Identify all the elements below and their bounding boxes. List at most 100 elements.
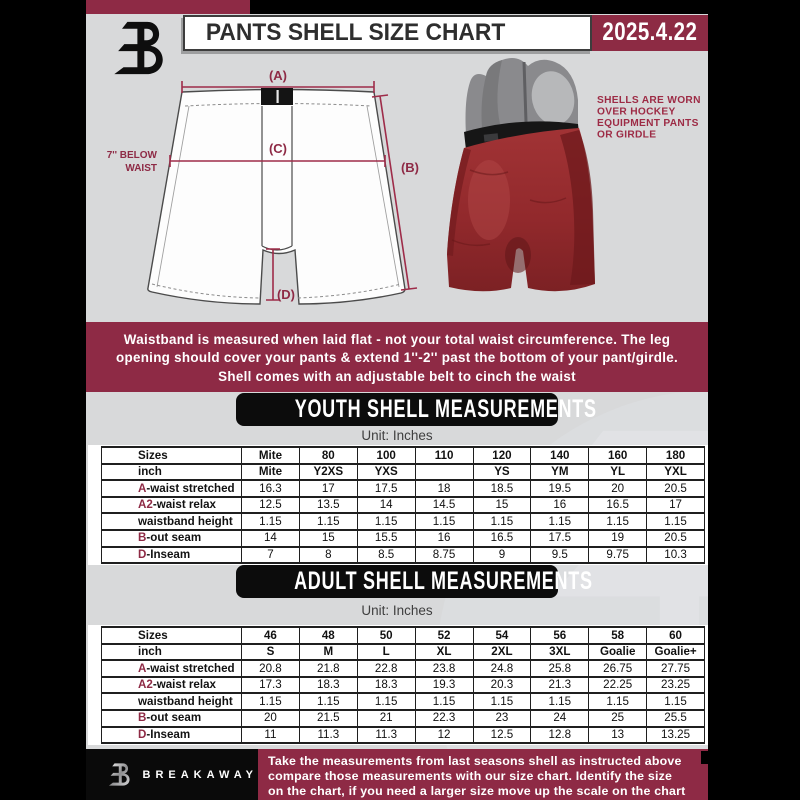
table-row: A2-waist relax 12.5 13.5 14 14.5 15 16 16.5 17 — [101, 495, 705, 515]
cell-value: 21 — [356, 708, 416, 728]
cell-value: 15.5 — [356, 528, 416, 548]
cell-value: YS — [472, 462, 532, 482]
cell-value: YL — [588, 462, 648, 482]
cell-value: YM — [530, 462, 590, 482]
cell-value: 17 — [298, 479, 358, 498]
cell-value: XL — [414, 642, 474, 662]
cell-value: 18.3 — [356, 675, 416, 695]
row-label: A2-waist relax — [101, 675, 242, 695]
cell-value: 1.15 — [356, 692, 416, 711]
cell-value: 10.3 — [646, 545, 705, 565]
shell-note-line3: EQUIPMENT PANTS — [597, 118, 699, 129]
footer-instructions: Take the measurements from last seasons … — [258, 749, 709, 800]
table-row: A-waist stretched 16.3 17 17.5 18 18.5 19.5 20 2… — [101, 479, 705, 498]
cell-value: 19.5 — [530, 479, 590, 498]
cell-value: 8.75 — [414, 545, 474, 565]
row-label: A-waist stretched — [101, 659, 242, 678]
cell-value: L — [356, 642, 416, 662]
size-chart-page: PANTS SHELL SIZE CHART 2025.4.22 (A) (C)… — [86, 14, 708, 749]
table-row: D-Inseam 7 8 8.5 8.75 9 9.5 9.75 10.3 — [101, 545, 705, 565]
measure-letter: A — [138, 661, 147, 675]
footer-corner-notch — [701, 751, 709, 764]
cell-value: 24 — [530, 708, 590, 728]
cell-value: 16.3 — [241, 479, 300, 498]
cell-value: 20.5 — [646, 479, 705, 498]
cell-value: 12.8 — [530, 725, 590, 745]
cell-value: 7 — [241, 545, 300, 565]
cell-value: 20.8 — [241, 659, 300, 678]
title-box: PANTS SHELL SIZE CHART — [183, 15, 592, 51]
cell-value: 9.5 — [530, 545, 590, 565]
cell-value: 11.3 — [298, 725, 358, 745]
cell-value: 17 — [646, 495, 705, 515]
breakaway-logo-icon — [114, 21, 163, 75]
cell-value: 3XL — [530, 642, 590, 662]
cell-value: 110 — [414, 446, 474, 465]
shell-photo-illustration — [447, 58, 595, 292]
row-label: waistband height — [101, 692, 242, 711]
cell-value: 22.25 — [588, 675, 648, 695]
row-label: B-out seam — [101, 528, 242, 548]
below-waist-note-line1: 7'' BELOW — [107, 150, 158, 161]
cell-value: 60 — [646, 626, 705, 645]
label-d: (D) — [277, 287, 295, 302]
cell-value: 140 — [530, 446, 590, 465]
revision-date: 2025.4.22 — [602, 18, 698, 46]
cell-value: 11 — [241, 725, 300, 745]
measure-letter: A — [138, 481, 147, 495]
cell-value: 80 — [298, 446, 358, 465]
cell-value: YXL — [646, 462, 705, 482]
row-label: A2-waist relax — [101, 495, 242, 515]
row-label: D-Inseam — [101, 725, 242, 745]
table-row: A2-waist relax 17.3 18.3 18.3 19.3 20.3 21.3 22… — [101, 675, 705, 695]
cell-value: 16.5 — [472, 528, 532, 548]
banner-line1: Waistband is measured when laid flat - n… — [123, 332, 671, 347]
below-waist-note-line2: WAIST — [125, 163, 157, 174]
row-label: Sizes — [101, 626, 242, 645]
shell-note-line1: SHELLS ARE WORN — [597, 95, 701, 106]
cell-value: 17.5 — [356, 479, 416, 498]
cell-value: 15 — [298, 528, 358, 548]
brand-name: BREAKAWAY — [142, 768, 258, 781]
table-row: A-waist stretched 20.8 21.8 22.8 23.8 24.8 25.… — [101, 659, 705, 678]
cell-value: 12.5 — [472, 725, 532, 745]
cell-value: 8 — [298, 545, 358, 565]
cell-value: 14 — [356, 495, 416, 515]
cell-value: 1.15 — [646, 692, 705, 711]
row-label: A-waist stretched — [101, 479, 242, 498]
cell-value: 100 — [356, 446, 416, 465]
cell-value — [414, 462, 474, 482]
row-label: Sizes — [101, 446, 242, 465]
row-label: waistband height — [101, 512, 242, 531]
cell-value: 1.15 — [588, 512, 648, 531]
cell-value: 20.3 — [472, 675, 532, 695]
cell-value: 25 — [588, 708, 648, 728]
measure-letter: B — [138, 531, 147, 545]
cell-value: 1.15 — [241, 512, 300, 531]
measure-letter: A2 — [138, 678, 153, 692]
cell-value: 17.5 — [530, 528, 590, 548]
cell-value: 8.5 — [356, 545, 416, 565]
cell-value: 21.3 — [530, 675, 590, 695]
cell-value: 1.15 — [298, 512, 358, 531]
measure-letter: D — [138, 728, 147, 742]
cell-value: 12.5 — [241, 495, 300, 515]
cell-value: 24.8 — [472, 659, 532, 678]
table-row: inch S M L XL 2XL 3XL Goalie Goalie+ — [101, 642, 705, 662]
row-label: inch — [101, 642, 242, 662]
cell-value: 25.8 — [530, 659, 590, 678]
footer-line1: Take the measurements from last seasons … — [268, 754, 682, 768]
cell-value: 17.3 — [241, 675, 300, 695]
measure-letter: D — [138, 548, 147, 562]
cell-value: 46 — [241, 626, 300, 645]
cell-value: 16 — [530, 495, 590, 515]
cell-value: 14 — [241, 528, 300, 548]
label-a: (A) — [269, 68, 287, 83]
table-row: D-Inseam 11 11.3 11.3 12 12.5 12.8 13 13.25 — [101, 725, 705, 745]
cell-value: 1.15 — [472, 692, 532, 711]
cell-value: S — [241, 642, 300, 662]
cell-value: 15 — [472, 495, 532, 515]
cell-value: Goalie — [588, 642, 648, 662]
cell-value: 18.5 — [472, 479, 532, 498]
adult-unit-label: Unit: Inches — [361, 603, 433, 618]
